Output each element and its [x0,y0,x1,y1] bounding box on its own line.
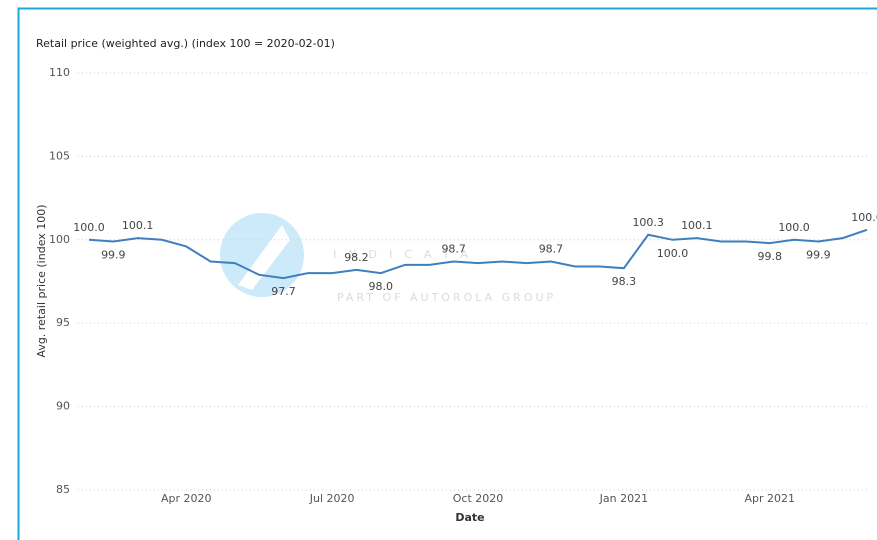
data-label: 100.3 [632,216,664,229]
frame [17,7,877,540]
data-label: 99.8 [758,250,783,263]
y-tick-label: 100 [49,233,70,246]
watermark-logo [220,213,304,297]
y-tick-label: 90 [56,400,70,413]
watermark: INDICATA PART OF AUTOROLA GROUP [220,213,556,304]
y-axis-label: Avg. retail price (index 100) [35,204,48,357]
chart-title: Retail price (weighted avg.) (index 100 … [36,37,335,50]
watermark-subtitle: PART OF AUTOROLA GROUP [337,291,556,304]
data-label: 98.3 [612,275,637,288]
y-tick-label: 105 [49,149,70,162]
data-label: 98.7 [441,242,466,255]
data-label: 99.9 [806,248,831,261]
data-label: 100.0 [73,221,105,234]
data-label: 100.6 [851,211,877,224]
data-label: 98.0 [369,280,394,293]
data-label: 97.7 [271,285,296,298]
y-tick-label: 95 [56,316,70,329]
data-label: 100.0 [778,221,810,234]
x-tick-label: Jul 2020 [309,492,355,505]
x-tick-label: Jan 2021 [599,492,648,505]
data-label: 100.0 [657,247,689,260]
x-tick-label: Apr 2021 [744,492,795,505]
data-label: 100.1 [122,219,154,232]
x-tick-label: Apr 2020 [161,492,212,505]
watermark-text: INDICATA [333,248,480,261]
data-label: 98.7 [539,242,564,255]
x-axis-label: Date [455,511,484,524]
x-tick-label: Oct 2020 [453,492,504,505]
line-series [88,228,868,280]
watermark-logo-mark [238,225,290,290]
data-label: 99.9 [101,248,126,261]
y-tick-label: 85 [56,483,70,496]
data-label: 98.2 [344,251,369,264]
y-tick-label: 110 [49,66,70,79]
data-label: 100.1 [681,219,713,232]
